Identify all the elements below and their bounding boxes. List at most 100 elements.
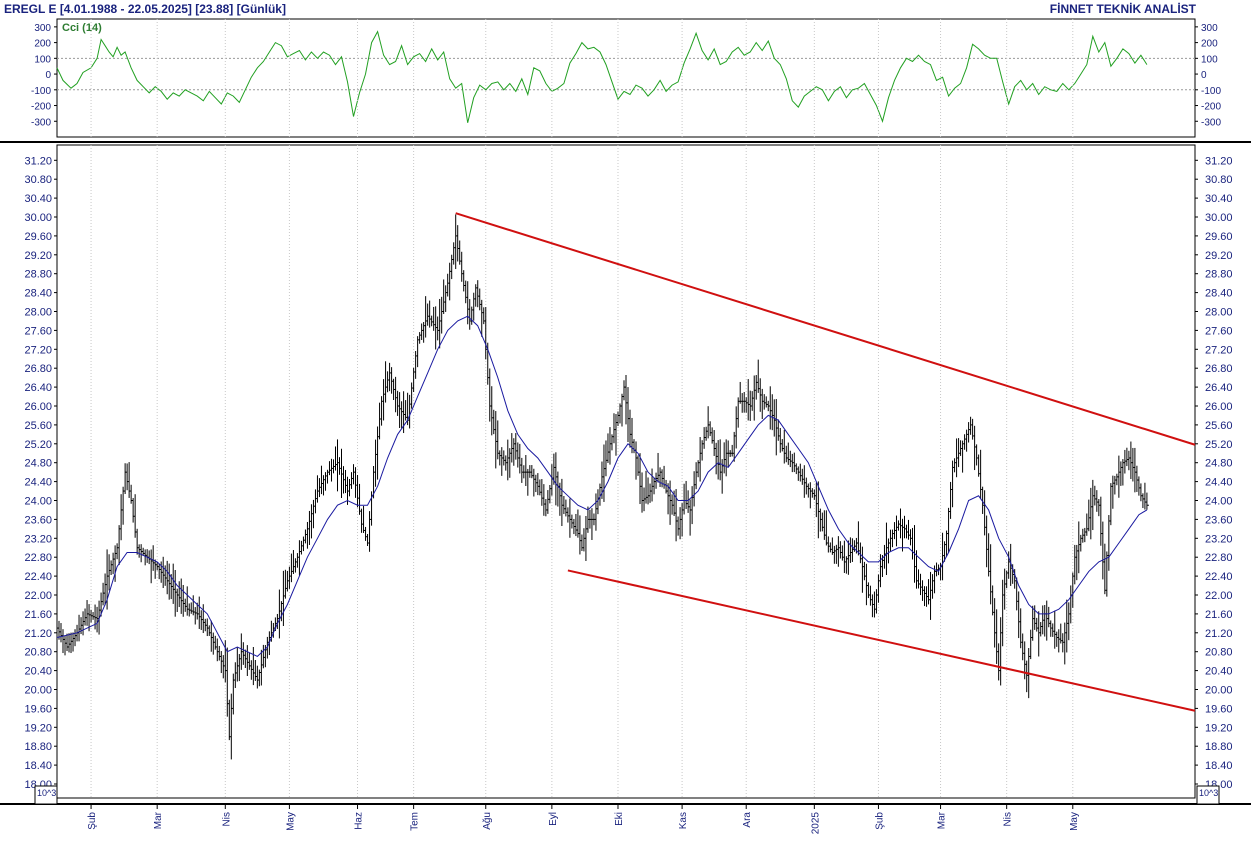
- brand-label: FİNNET TEKNİK ANALİST: [1049, 2, 1196, 16]
- price-tick-label: 20.40: [24, 666, 52, 678]
- price-tick-label: 29.60: [24, 231, 52, 243]
- chart-header-left: EREGL E [4.01.1988 - 22.05.2025] [23.88]…: [4, 2, 286, 16]
- moving-average-line: [56, 315, 1148, 657]
- price-tick-label: 22.00: [1205, 590, 1233, 602]
- price-tick-label: 25.20: [24, 439, 52, 451]
- price-tick-label: 21.20: [24, 628, 52, 640]
- price-tick-label: 28.40: [24, 288, 52, 300]
- scale-note-right: 10^3: [1199, 788, 1218, 798]
- price-tick-label: 23.20: [1205, 533, 1233, 545]
- date-tick-label: Kas: [678, 812, 689, 829]
- price-tick-label: 20.80: [1205, 647, 1233, 659]
- date-tick-label: Eyl: [548, 812, 559, 826]
- price-tick-label: 26.40: [24, 382, 52, 394]
- cci-tick-label: 100: [34, 54, 51, 65]
- date-tick-label: 2025: [810, 812, 821, 835]
- period: [Günlük]: [236, 2, 286, 16]
- date-tick-label: May: [1069, 812, 1080, 831]
- price-tick-label: 19.20: [1205, 722, 1233, 734]
- cci-tick-label: -200: [1201, 102, 1221, 113]
- price-tick-label: 19.60: [24, 703, 52, 715]
- date-tick-label: Tem: [410, 812, 421, 831]
- price-tick-label: 18.80: [1205, 741, 1233, 753]
- price-tick-label: 31.20: [1205, 155, 1233, 167]
- cci-tick-label: -300: [31, 117, 51, 128]
- price-tick-label: 24.00: [24, 496, 52, 508]
- price-tick-label: 22.40: [1205, 571, 1233, 583]
- price-tick-label: 18.40: [24, 760, 52, 772]
- date-tick-label: Nis: [221, 812, 232, 826]
- price-tick-label: 27.60: [1205, 325, 1233, 337]
- price-tick-label: 28.00: [1205, 307, 1233, 319]
- price-tick-label: 21.60: [1205, 609, 1233, 621]
- price-tick-label: 20.40: [1205, 666, 1233, 678]
- price-tick-label: 31.20: [24, 155, 52, 167]
- date-tick-label: Ara: [742, 812, 753, 828]
- date-tick-label: Eki: [614, 812, 625, 826]
- price-tick-label: 29.20: [24, 250, 52, 262]
- price-tick-label: 22.80: [24, 552, 52, 564]
- price-tick-label: 26.80: [24, 363, 52, 375]
- price-tick-label: 22.40: [24, 571, 52, 583]
- scale-box-left: [34, 785, 58, 805]
- scale-box-right: [1196, 785, 1220, 805]
- cci-axis: 300 300 200 200 100 100 0 0 -100 -100 -200 -200 -300…: [31, 23, 1221, 128]
- price-tick-label: 20.00: [24, 685, 52, 697]
- cci-tick-label: -300: [1201, 117, 1221, 128]
- price-tick-label: 29.60: [1205, 231, 1233, 243]
- price-tick-label: 19.60: [1205, 703, 1233, 715]
- price-tick-label: 30.00: [1205, 212, 1233, 224]
- cci-label: Cci (14): [62, 22, 102, 34]
- cci-tick-label: -100: [31, 86, 51, 97]
- price-tick-label: 23.20: [24, 533, 52, 545]
- price-tick-label: 28.40: [1205, 288, 1233, 300]
- price-tick-label: 26.80: [1205, 363, 1233, 375]
- price-tick-label: 30.80: [1205, 174, 1233, 186]
- price-tick-label: 27.20: [24, 344, 52, 356]
- date-tick-label: Haz: [354, 812, 365, 830]
- price-grid: [90, 19, 1074, 798]
- price-tick-label: 20.00: [1205, 685, 1233, 697]
- price-tick-label: 21.60: [24, 609, 52, 621]
- price-tick-label: 20.80: [24, 647, 52, 659]
- price-tick-label: 24.40: [24, 477, 52, 489]
- date-tick-label: Şub: [874, 812, 885, 830]
- price-tick-label: 26.00: [1205, 401, 1233, 413]
- price-tick-label: 30.40: [1205, 193, 1233, 205]
- price-tick-label: 24.00: [1205, 496, 1233, 508]
- date-tick-label: Şub: [87, 812, 98, 830]
- price-tick-label: 22.80: [1205, 552, 1233, 564]
- cci-tick-label: 0: [1201, 70, 1207, 81]
- cci-line: [56, 30, 1148, 123]
- price-tick-label: 24.80: [1205, 458, 1233, 470]
- price-tick-label: 30.00: [24, 212, 52, 224]
- cci-tick-label: 100: [1201, 54, 1218, 65]
- symbol: EREGL E: [4, 2, 57, 16]
- cci-tick-label: 0: [45, 70, 51, 81]
- price-tick-label: 25.60: [1205, 420, 1233, 432]
- price-tick-label: 18.80: [24, 741, 52, 753]
- cci-tick-label: 200: [34, 39, 51, 50]
- price-tick-label: 29.20: [1205, 250, 1233, 262]
- price-tick-label: 25.20: [1205, 439, 1233, 451]
- date-tick-label: May: [285, 812, 296, 831]
- price-bar: [1146, 492, 1149, 510]
- price-tick-label: 28.00: [24, 307, 52, 319]
- price-tick-label: 26.40: [1205, 382, 1233, 394]
- price-tick-label: 24.80: [24, 458, 52, 470]
- price-tick-label: 30.80: [24, 174, 52, 186]
- trendline: [567, 569, 1196, 712]
- price-tick-label: 21.20: [1205, 628, 1233, 640]
- cci-tick-label: 200: [1201, 39, 1218, 50]
- price-tick-label: 23.60: [24, 514, 52, 526]
- price-tick-label: 27.20: [1205, 344, 1233, 356]
- price-tick-label: 27.60: [24, 325, 52, 337]
- date-axis: Şub Mar Nis May Haz Tem Ağu Eyl Eki Kas Ara 2025 Şub…: [87, 804, 1080, 834]
- date-tick-label: Mar: [153, 811, 164, 829]
- price-tick-label: 28.80: [24, 269, 52, 281]
- date-tick-label: Nis: [1003, 812, 1014, 826]
- price-tick-label: 19.20: [24, 722, 52, 734]
- cci-tick-label: -100: [1201, 86, 1221, 97]
- date-range: [4.01.1988 - 22.05.2025]: [59, 2, 192, 16]
